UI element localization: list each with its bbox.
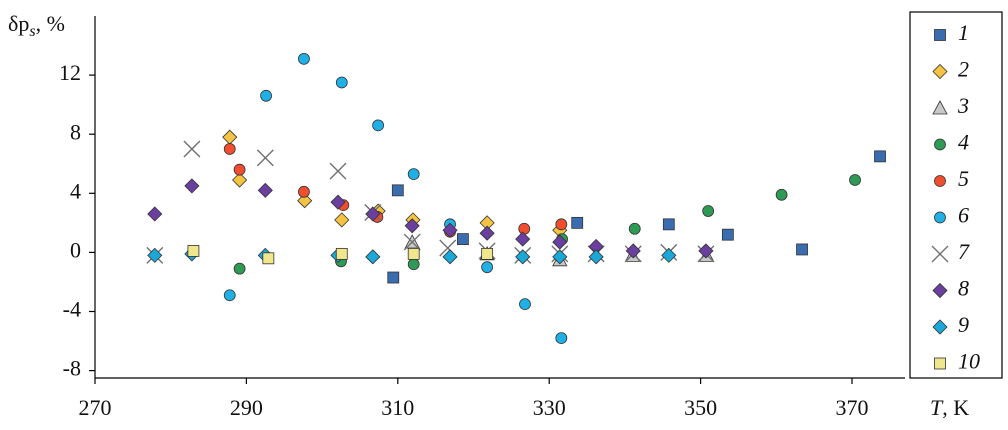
marker-diamond (404, 218, 420, 234)
marker-diamond (932, 63, 948, 80)
marker-diamond (661, 247, 677, 263)
legend-label: 3 (957, 93, 969, 118)
marker-diamond (442, 222, 458, 238)
marker-circle (233, 163, 246, 176)
x-tick-label: 310 (381, 395, 414, 420)
marker-circle (298, 185, 310, 198)
x-tick-label: 350 (684, 395, 717, 420)
x-tick-label: 290 (230, 395, 263, 420)
marker-diamond (932, 282, 948, 299)
y-axis-label: δps, % (8, 11, 65, 40)
marker-diamond (479, 225, 495, 241)
marker-diamond (334, 212, 350, 228)
marker-circle (849, 174, 861, 186)
marker-diamond (625, 243, 641, 259)
marker-diamond (365, 249, 381, 265)
marker-diamond (330, 194, 346, 210)
y-tick-label: 0 (70, 237, 81, 262)
x-tick-label: 330 (533, 395, 566, 420)
marker-circle (372, 119, 385, 132)
legend-label: 10 (958, 349, 980, 374)
y-tick-label: 8 (70, 119, 81, 144)
marker-square (721, 228, 734, 241)
legend-label: 6 (958, 203, 969, 228)
legend-box (909, 11, 1003, 379)
marker-square (391, 184, 404, 197)
marker-square (934, 29, 946, 41)
marker-circle (775, 188, 788, 201)
marker-square (262, 252, 275, 265)
marker-circle (628, 222, 641, 235)
marker-diamond (365, 206, 381, 222)
marker-circle (934, 211, 946, 224)
marker-diamond (515, 231, 531, 247)
marker-diamond (222, 129, 238, 145)
marker-diamond (552, 249, 568, 265)
legend-label: 7 (958, 239, 970, 264)
marker-circle (223, 289, 236, 302)
marker-circle (260, 89, 272, 102)
legend-label: 8 (958, 276, 969, 301)
marker-diamond (515, 249, 531, 265)
marker-diamond (698, 243, 714, 259)
marker-circle (407, 258, 420, 271)
marker-x (329, 162, 347, 180)
marker-circle (518, 222, 531, 235)
marker-square (187, 245, 200, 257)
marker-square (407, 247, 420, 260)
marker-circle (407, 168, 420, 180)
marker-circle (481, 261, 494, 274)
marker-circle (233, 262, 246, 275)
marker-circle (934, 175, 946, 187)
marker-x (931, 245, 949, 263)
y-tick-label: 12 (59, 60, 81, 85)
marker-diamond (588, 249, 604, 265)
marker-diamond (147, 247, 163, 263)
legend-label: 9 (958, 312, 969, 337)
marker-circle (555, 332, 568, 345)
marker-square (934, 357, 946, 370)
marker-circle (519, 298, 531, 311)
marker-triangle (932, 100, 948, 115)
marker-square (387, 271, 400, 284)
marker-circle (934, 138, 946, 151)
marker-x (183, 140, 201, 158)
x-tick-label: 370 (836, 395, 869, 420)
marker-circle (335, 76, 348, 89)
legend-label: 5 (958, 166, 969, 191)
marker-square (481, 247, 494, 260)
marker-square (457, 233, 469, 246)
marker-diamond (442, 249, 458, 265)
legend-label: 2 (958, 57, 969, 82)
marker-circle (223, 143, 236, 155)
x-tick-label: 270 (79, 395, 112, 420)
marker-circle (702, 205, 715, 217)
marker-x (403, 233, 421, 251)
marker-diamond (184, 178, 200, 194)
y-tick-label: -8 (63, 356, 81, 381)
marker-diamond (257, 182, 273, 198)
marker-diamond (297, 193, 313, 209)
marker-square (874, 150, 886, 163)
marker-square (571, 216, 584, 229)
legend-label: 1 (958, 20, 969, 45)
y-tick-label: 4 (70, 178, 81, 203)
marker-circle (298, 52, 310, 65)
legend-label: 4 (958, 130, 969, 155)
marker-diamond (552, 234, 568, 250)
y-tick-label: -4 (63, 297, 81, 322)
marker-diamond (232, 172, 248, 188)
marker-square (796, 243, 808, 256)
marker-circle (555, 218, 568, 231)
marker-diamond (147, 206, 163, 222)
marker-square (335, 247, 348, 260)
marker-square (662, 218, 675, 231)
marker-x (256, 149, 274, 167)
marker-diamond (932, 319, 948, 335)
x-axis-label: T, K (930, 395, 969, 420)
